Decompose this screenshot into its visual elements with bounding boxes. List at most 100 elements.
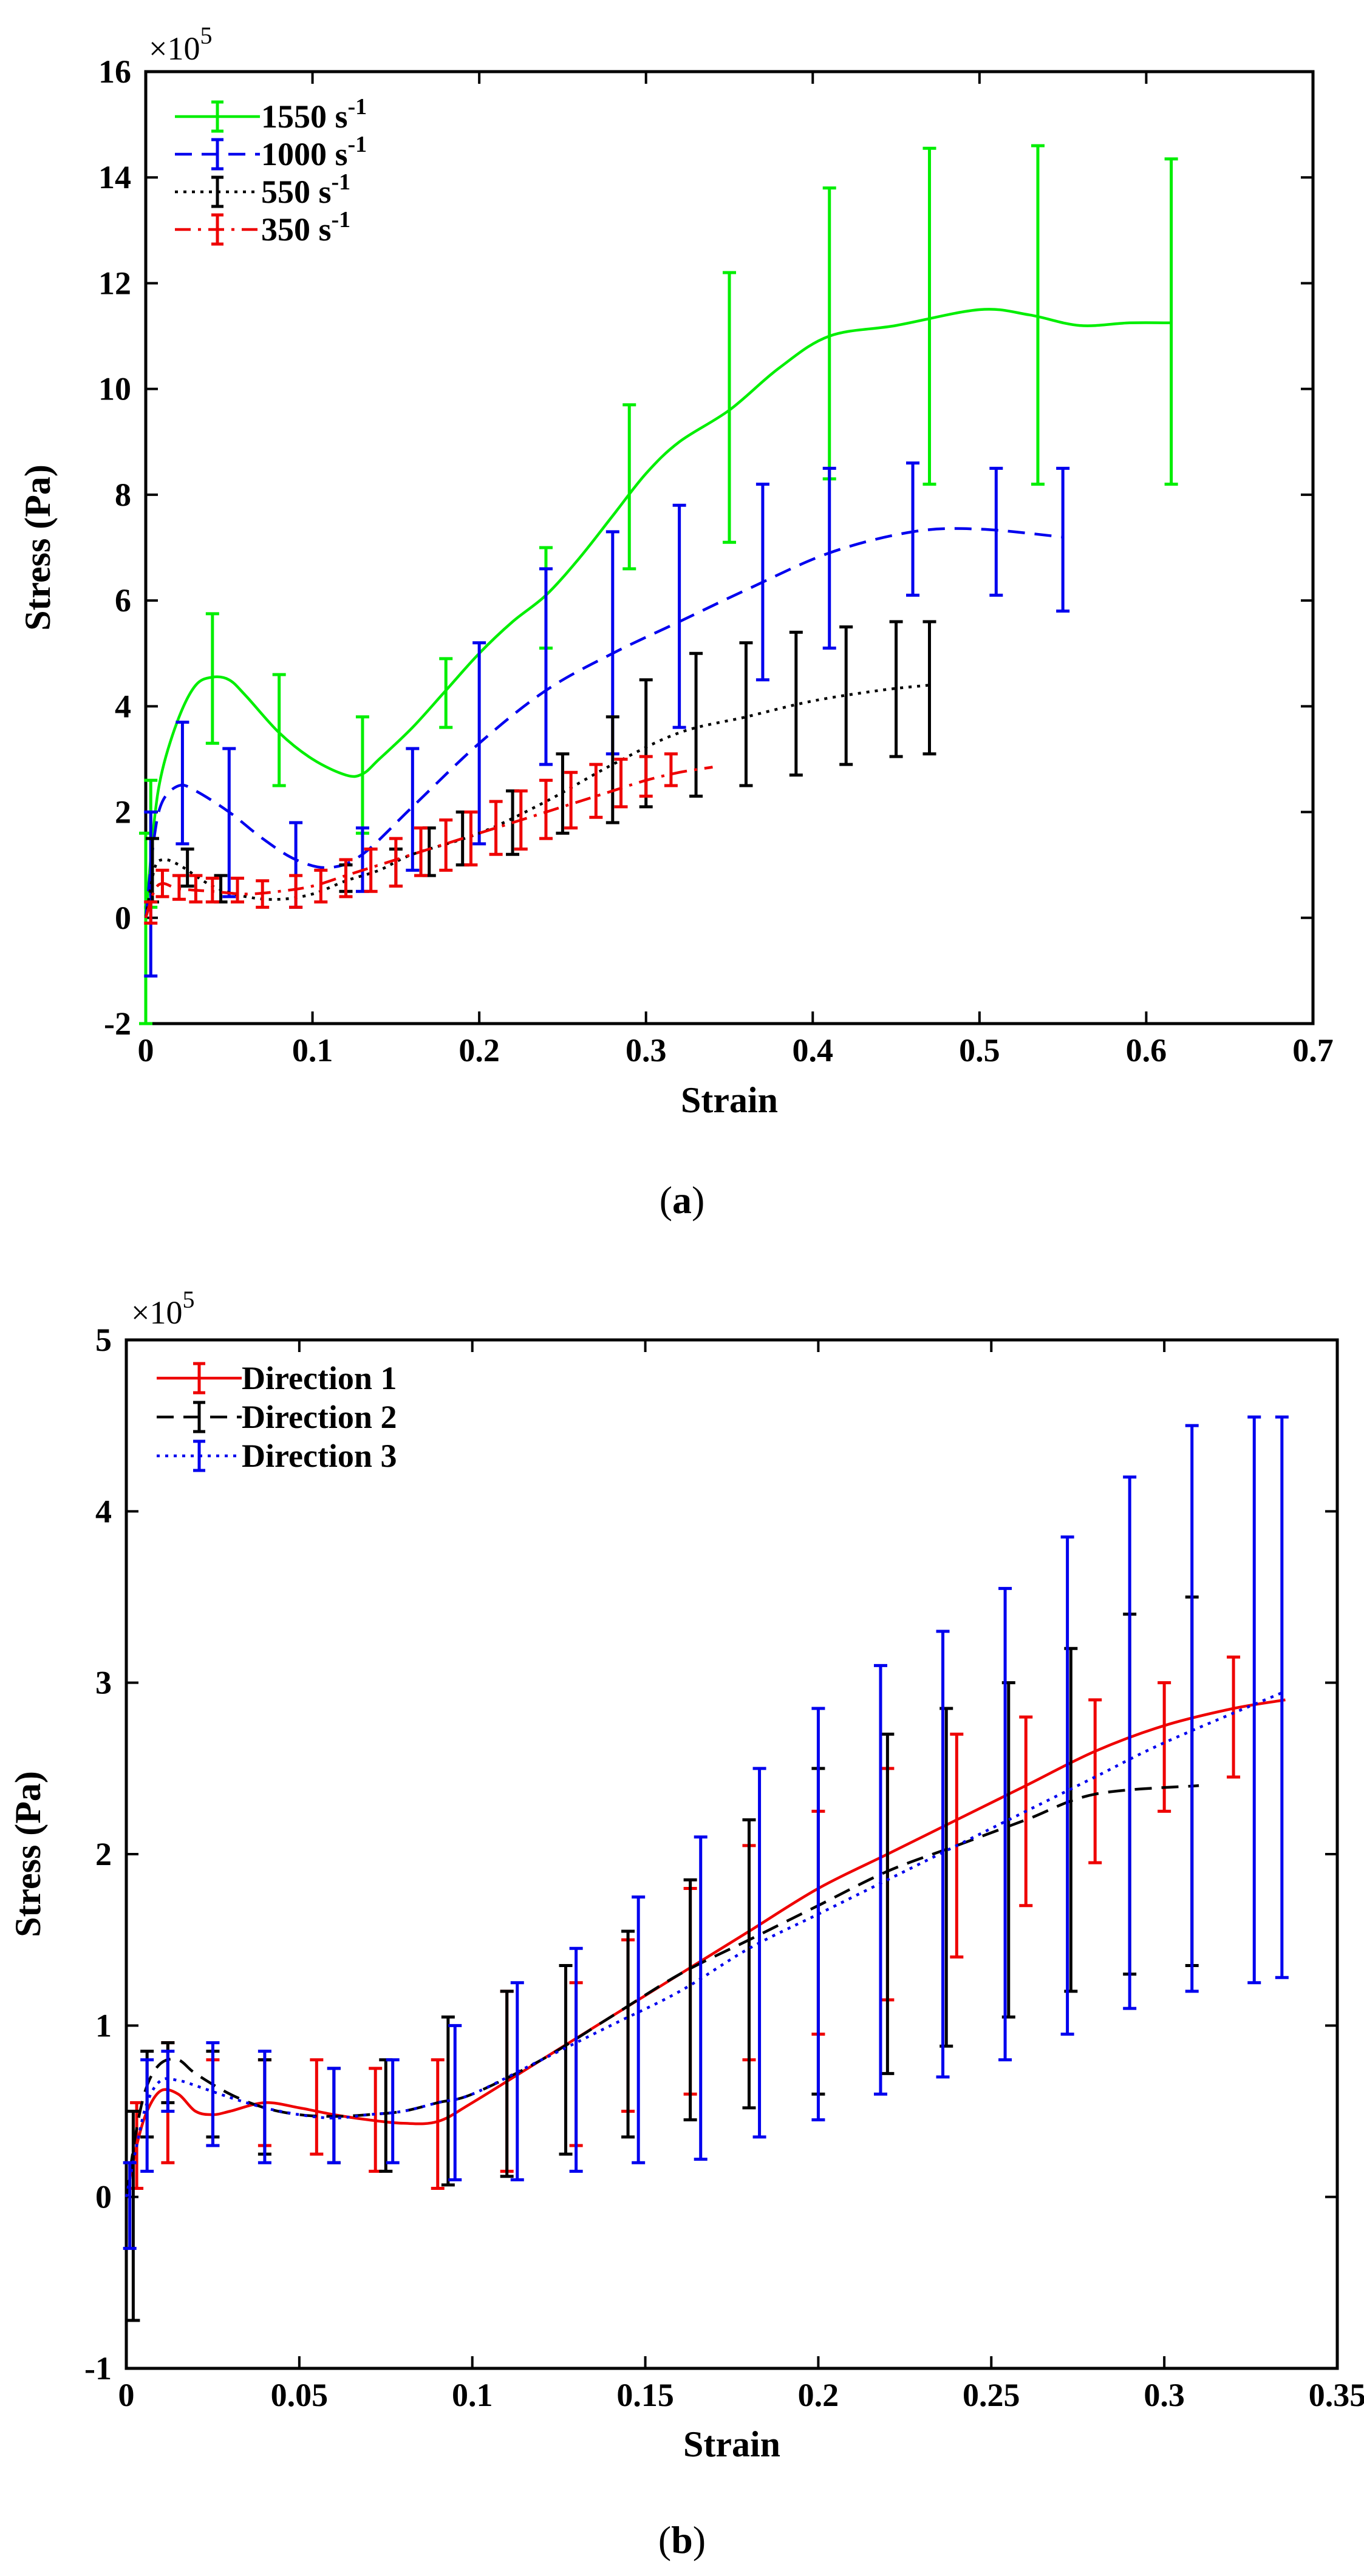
- error-bar: [922, 146, 936, 486]
- chart-b-multiplier-exponent: 5: [182, 1286, 194, 1313]
- chart-a-y-tick-label: 8: [115, 477, 131, 513]
- legend-label: 1550 s-1: [261, 94, 367, 135]
- legend-label: 550 s-1: [261, 169, 350, 210]
- chart-a-series-layer: [139, 144, 1178, 1025]
- error-bar: [439, 657, 453, 729]
- chart-b-y-tick-label: 2: [95, 1836, 112, 1872]
- chart-a-y-axis-label: Stress (Pa): [18, 464, 58, 631]
- error-bar: [464, 811, 478, 867]
- chart-b-y-tick-label: 0: [95, 2179, 112, 2215]
- chart-b-caption-letter: b: [671, 2518, 693, 2561]
- error-bar: [789, 630, 803, 777]
- chart-b-x-tick-label: 0.1: [452, 2377, 493, 2413]
- chart-a-multiplier-base: ×10: [149, 30, 200, 67]
- error-bar: [556, 752, 570, 835]
- error-bar: [439, 818, 453, 872]
- chart-a-y-tick-label: 2: [115, 794, 131, 831]
- series-line: [124, 1784, 1199, 2198]
- error-bar: [144, 900, 158, 925]
- legend-label: Direction 1: [242, 1360, 397, 1396]
- error-bar: [379, 2058, 393, 2173]
- chart-b-y-axis-label: Stress (Pa): [8, 1771, 48, 1937]
- chart-b-series-layer: [123, 1415, 1289, 2322]
- error-bar: [389, 837, 403, 888]
- error-bar: [922, 620, 936, 756]
- error-bar: [431, 2058, 445, 2190]
- error-bar: [231, 876, 245, 904]
- error-bar: [355, 826, 369, 893]
- chart-b-x-tick-label: 0.2: [798, 2377, 839, 2413]
- error-bar: [839, 625, 853, 766]
- series-line: [124, 1698, 1286, 2198]
- error-bar: [176, 720, 189, 846]
- chart-a-caption-letter: a: [672, 1178, 692, 1222]
- error-bar: [314, 868, 328, 904]
- chart-b-series-3: [123, 1415, 1289, 2250]
- error-bar: [1060, 1535, 1074, 2036]
- chart-b-multiplier-base: ×10: [131, 1294, 182, 1331]
- error-bar: [605, 715, 619, 824]
- legend-entry: 550 s-1: [175, 169, 350, 210]
- chart-b-x-tick-label: 0.35: [1309, 2377, 1364, 2413]
- chart-a-series-2: [144, 461, 1070, 978]
- error-bar: [140, 2058, 154, 2173]
- series-line: [144, 766, 713, 919]
- chart-b-x-axis-label: Strain: [683, 2424, 780, 2464]
- error-bar: [639, 755, 653, 798]
- error-bar: [1227, 1655, 1241, 1779]
- error-bar: [906, 461, 920, 597]
- chart-a-x-tick-label: 0.1: [292, 1032, 333, 1069]
- chart-a-y-tick-label: 6: [115, 582, 131, 619]
- error-bar: [689, 651, 703, 798]
- error-bar: [683, 1878, 697, 2122]
- error-bar: [936, 1630, 950, 2079]
- chart-a-y-tick-label: 16: [98, 53, 131, 90]
- error-bar: [448, 2024, 462, 2181]
- chart-b-x-tick-label: 0.15: [616, 2377, 674, 2413]
- error-bar: [632, 1895, 646, 2164]
- legend-entry: 350 s-1: [175, 207, 350, 248]
- error-bar: [500, 1990, 514, 2178]
- chart-a-x-tick-label: 0.6: [1126, 1032, 1167, 1069]
- chart-b-x-tick-label: 0.25: [963, 2377, 1020, 2413]
- error-bar: [539, 567, 553, 766]
- legend-label: Direction 3: [242, 1438, 397, 1474]
- chart-a-y-tick-label: 0: [115, 900, 131, 936]
- error-bar: [126, 2110, 140, 2322]
- series-line: [144, 308, 1171, 918]
- chart-b-caption-close: ): [693, 2518, 706, 2561]
- chart-a-caption-close: ): [692, 1178, 704, 1222]
- chart-a-caption: (a): [660, 1178, 705, 1222]
- chart-b-y-tick-label: 5: [95, 1322, 112, 1358]
- error-bar: [621, 1929, 635, 2139]
- chart-b-y-tick-label: 1: [95, 2007, 112, 2044]
- error-bar: [752, 1767, 766, 2139]
- error-bar: [222, 747, 236, 899]
- error-bar: [589, 763, 603, 819]
- error-bar: [406, 747, 420, 872]
- error-bar: [180, 848, 194, 888]
- chart-b-y-tick-label: 3: [95, 1665, 112, 1701]
- chart-a-x-tick-label: 0.4: [793, 1032, 834, 1069]
- error-bar: [310, 2058, 324, 2156]
- series-line: [124, 1690, 1286, 2198]
- error-bar: [1275, 1415, 1289, 1979]
- legend-entry: Direction 1: [157, 1360, 397, 1396]
- error-bar: [386, 2058, 400, 2164]
- error-bar: [742, 1818, 756, 2110]
- error-bar: [489, 800, 503, 856]
- error-bar: [881, 1732, 895, 2075]
- error-bar: [327, 2067, 341, 2164]
- chart-a-x-axis-label: Strain: [681, 1080, 778, 1120]
- series-line: [144, 684, 930, 919]
- chart-b-caption-open: (: [658, 2518, 671, 2561]
- legend-label: Direction 2: [242, 1399, 397, 1435]
- error-bar: [614, 757, 628, 809]
- error-bar: [998, 1586, 1012, 2062]
- error-bar: [1123, 1475, 1137, 2010]
- error-bar: [272, 673, 286, 787]
